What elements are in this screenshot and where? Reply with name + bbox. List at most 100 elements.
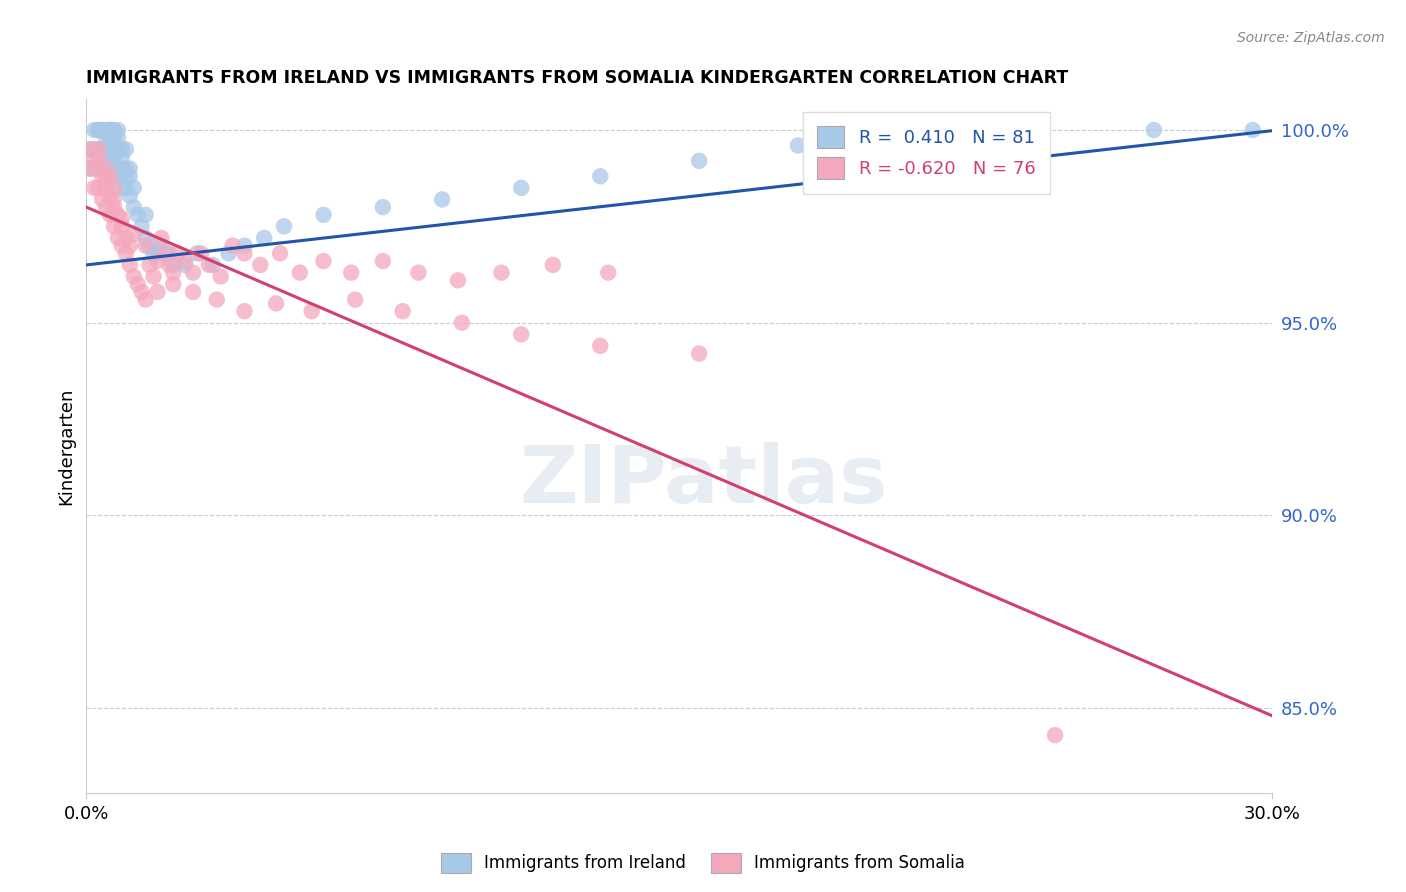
Point (103, 219, 125, 234)
Point (198, 258, 221, 272)
Point (142, 269, 165, 284)
Point (87, 123, 110, 137)
Point (79, 161, 101, 176)
Point (83, 142, 105, 156)
Point (510, 181, 533, 195)
Point (1024, 123, 1046, 137)
Point (598, 266, 620, 280)
Point (138, 238, 160, 252)
Point (87, 123, 110, 137)
Point (218, 246, 240, 260)
Point (103, 130, 125, 145)
Point (166, 246, 188, 260)
Text: Source: ZipAtlas.com: Source: ZipAtlas.com (1237, 31, 1385, 45)
Point (186, 246, 208, 260)
Point (135, 208, 157, 222)
Point (288, 266, 311, 280)
Point (312, 208, 335, 222)
Point (174, 258, 197, 272)
Point (91, 142, 114, 156)
Point (127, 277, 149, 292)
Point (107, 123, 129, 137)
Point (103, 161, 125, 176)
Point (688, 153, 710, 168)
Point (131, 285, 153, 299)
Point (451, 316, 474, 330)
Point (111, 211, 134, 226)
Point (103, 200, 125, 214)
Point (94, 150, 117, 164)
Point (98, 153, 121, 168)
Point (114, 181, 136, 195)
Point (122, 269, 145, 284)
Point (94, 123, 117, 137)
Point (162, 266, 184, 280)
Point (688, 346, 710, 360)
Point (111, 142, 134, 156)
Point (94, 161, 117, 176)
Point (94, 142, 117, 156)
Point (107, 161, 129, 176)
Point (98, 123, 121, 137)
Point (87, 161, 110, 176)
Point (301, 304, 323, 318)
Legend: Immigrants from Ireland, Immigrants from Somalia: Immigrants from Ireland, Immigrants from… (434, 847, 972, 880)
Point (118, 258, 141, 272)
Point (98, 208, 121, 222)
Point (135, 293, 157, 307)
Point (94, 181, 117, 195)
Point (162, 258, 184, 272)
Point (94, 200, 117, 214)
Point (122, 227, 145, 241)
Point (79, 161, 101, 176)
Point (107, 142, 129, 156)
Point (87, 181, 110, 195)
Point (131, 219, 153, 234)
Point (249, 258, 271, 272)
Point (114, 142, 136, 156)
Point (408, 266, 430, 280)
Point (174, 254, 197, 268)
Point (1143, 123, 1166, 137)
Point (312, 254, 335, 268)
Point (371, 200, 394, 214)
Point (107, 130, 129, 145)
Point (157, 258, 180, 272)
Text: ZIPatlas: ZIPatlas (519, 442, 887, 520)
Point (79, 142, 101, 156)
Point (135, 238, 157, 252)
Point (146, 246, 169, 260)
Point (98, 169, 121, 184)
Point (83, 181, 105, 195)
Point (103, 193, 125, 207)
Point (273, 219, 295, 234)
Point (87, 142, 110, 156)
Point (135, 231, 157, 245)
Point (201, 258, 224, 272)
Point (122, 181, 145, 195)
Point (103, 181, 125, 195)
Point (111, 181, 134, 195)
Point (127, 208, 149, 222)
Point (589, 169, 612, 184)
Point (79, 142, 101, 156)
Point (430, 193, 453, 207)
Point (233, 238, 256, 252)
Point (111, 161, 134, 176)
Point (103, 123, 125, 137)
Point (91, 161, 114, 176)
Point (83, 161, 105, 176)
Point (118, 169, 141, 184)
Point (91, 123, 114, 137)
Point (155, 246, 177, 260)
Point (447, 273, 470, 287)
Point (391, 304, 413, 318)
Point (114, 161, 136, 176)
Point (91, 123, 114, 137)
Point (103, 142, 125, 156)
Point (103, 150, 125, 164)
Point (87, 150, 110, 164)
Point (94, 130, 117, 145)
Text: IMMIGRANTS FROM IRELAND VS IMMIGRANTS FROM SOMALIA KINDERGARTEN CORRELATION CHAR: IMMIGRANTS FROM IRELAND VS IMMIGRANTS FR… (86, 69, 1069, 87)
Point (103, 123, 125, 137)
